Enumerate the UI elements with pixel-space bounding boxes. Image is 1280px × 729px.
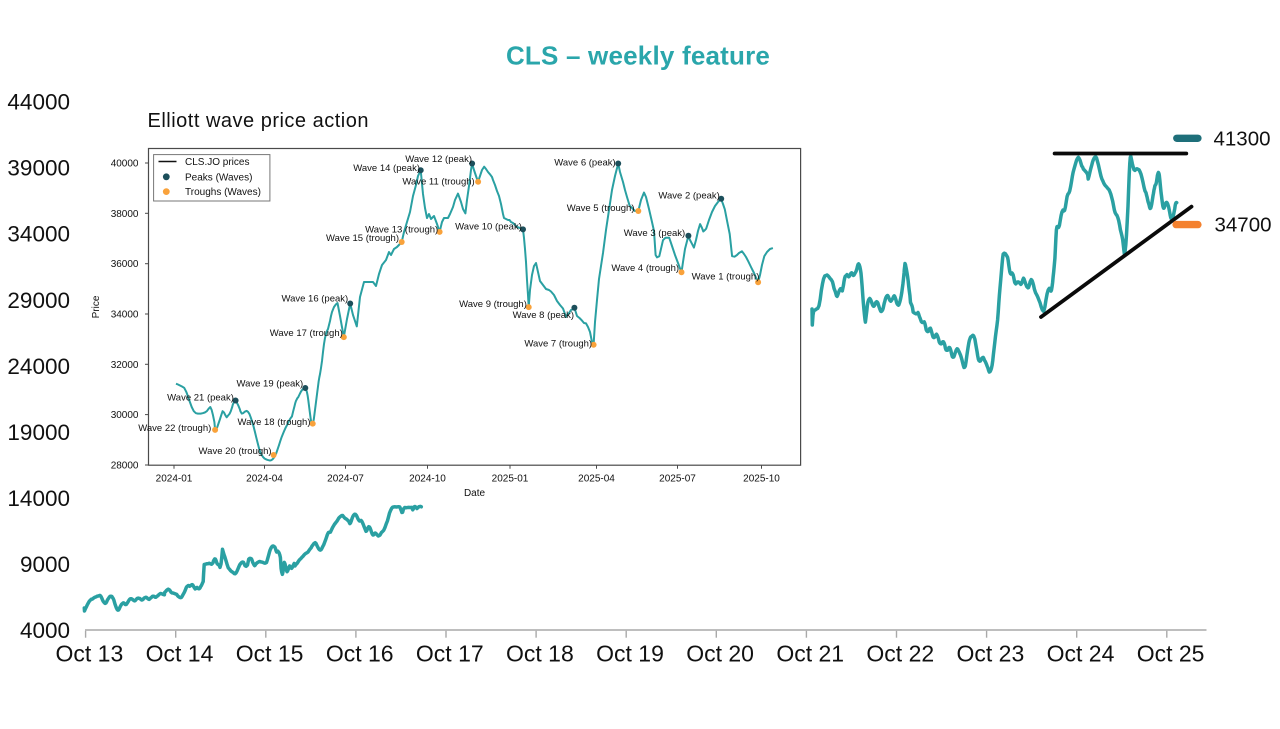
svg-text:Oct 23: Oct 23 — [957, 641, 1025, 667]
svg-text:Wave 22 (trough): Wave 22 (trough) — [138, 423, 211, 434]
svg-text:Price: Price — [91, 295, 102, 318]
svg-text:2024-10: 2024-10 — [409, 474, 446, 485]
svg-text:CLS.JO prices: CLS.JO prices — [185, 157, 249, 168]
svg-text:32000: 32000 — [111, 360, 139, 371]
svg-text:Wave 7 (trough): Wave 7 (trough) — [524, 339, 592, 350]
svg-text:Oct 21: Oct 21 — [776, 641, 844, 667]
svg-text:Oct 18: Oct 18 — [506, 641, 574, 667]
svg-text:29000: 29000 — [7, 288, 70, 313]
svg-text:Wave 13 (trough): Wave 13 (trough) — [365, 224, 438, 235]
svg-text:2024-01: 2024-01 — [156, 474, 193, 485]
svg-text:Wave 2 (peak): Wave 2 (peak) — [658, 190, 719, 201]
svg-text:2025-01: 2025-01 — [492, 474, 529, 485]
svg-text:Peaks (Waves): Peaks (Waves) — [185, 172, 252, 183]
svg-text:36000: 36000 — [111, 259, 139, 270]
svg-text:Oct 14: Oct 14 — [146, 641, 214, 667]
svg-text:Wave 17 (trough): Wave 17 (trough) — [270, 328, 343, 339]
svg-text:39000: 39000 — [7, 156, 70, 181]
svg-text:2025-07: 2025-07 — [659, 474, 696, 485]
svg-text:2025-04: 2025-04 — [578, 474, 615, 485]
svg-text:34000: 34000 — [111, 310, 139, 321]
svg-text:2025-10: 2025-10 — [743, 474, 780, 485]
svg-text:Oct 20: Oct 20 — [686, 641, 754, 667]
svg-text:2024-04: 2024-04 — [246, 474, 283, 485]
svg-text:Troughs (Waves): Troughs (Waves) — [185, 187, 261, 198]
svg-text:Oct 13: Oct 13 — [56, 641, 124, 667]
svg-text:Wave 14 (peak): Wave 14 (peak) — [353, 163, 420, 174]
svg-text:9000: 9000 — [20, 552, 70, 577]
svg-text:Oct 17: Oct 17 — [416, 641, 484, 667]
svg-text:Wave 3 (peak): Wave 3 (peak) — [624, 228, 685, 239]
svg-text:28000: 28000 — [111, 461, 139, 472]
svg-text:Oct 24: Oct 24 — [1047, 641, 1115, 667]
svg-text:41300: 41300 — [1214, 128, 1271, 151]
svg-text:4000: 4000 — [20, 618, 70, 643]
svg-text:14000: 14000 — [7, 486, 70, 511]
svg-text:CLS – weekly feature: CLS – weekly feature — [506, 41, 770, 71]
svg-text:Wave 20 (trough): Wave 20 (trough) — [199, 446, 272, 457]
svg-text:Wave 4 (trough): Wave 4 (trough) — [611, 263, 679, 274]
svg-text:Wave 21 (peak): Wave 21 (peak) — [167, 393, 234, 404]
svg-text:19000: 19000 — [7, 420, 70, 445]
svg-text:Wave 11 (trough): Wave 11 (trough) — [402, 176, 474, 187]
svg-text:34000: 34000 — [7, 222, 70, 247]
svg-text:Oct 16: Oct 16 — [326, 641, 394, 667]
svg-text:Oct 22: Oct 22 — [866, 641, 934, 667]
svg-text:Wave 10 (peak): Wave 10 (peak) — [455, 221, 522, 232]
svg-text:Wave 16 (peak): Wave 16 (peak) — [281, 294, 348, 305]
svg-text:Elliott wave price action: Elliott wave price action — [148, 110, 369, 132]
svg-text:38000: 38000 — [111, 209, 139, 220]
svg-text:Wave 15 (trough): Wave 15 (trough) — [326, 233, 399, 244]
svg-text:30000: 30000 — [111, 410, 139, 421]
svg-text:Wave 18 (trough): Wave 18 (trough) — [237, 417, 310, 428]
svg-text:Oct 25: Oct 25 — [1137, 641, 1205, 667]
svg-text:Oct 15: Oct 15 — [236, 641, 304, 667]
svg-text:Oct 19: Oct 19 — [596, 641, 664, 667]
svg-text:Wave 1 (trough): Wave 1 (trough) — [692, 272, 760, 283]
svg-text:2024-07: 2024-07 — [327, 474, 364, 485]
svg-text:Date: Date — [464, 488, 486, 499]
svg-text:Wave 6 (peak): Wave 6 (peak) — [554, 157, 615, 168]
svg-text:Wave 5 (trough): Wave 5 (trough) — [567, 203, 635, 214]
svg-text:34700: 34700 — [1215, 214, 1272, 237]
svg-text:44000: 44000 — [7, 90, 70, 115]
svg-text:Wave 8 (peak): Wave 8 (peak) — [513, 310, 574, 321]
svg-text:Wave 12 (peak): Wave 12 (peak) — [405, 154, 472, 165]
svg-text:24000: 24000 — [7, 354, 70, 379]
svg-text:40000: 40000 — [111, 159, 139, 170]
svg-text:Wave 9 (trough): Wave 9 (trough) — [459, 299, 527, 310]
svg-text:Wave 19 (peak): Wave 19 (peak) — [236, 379, 303, 390]
